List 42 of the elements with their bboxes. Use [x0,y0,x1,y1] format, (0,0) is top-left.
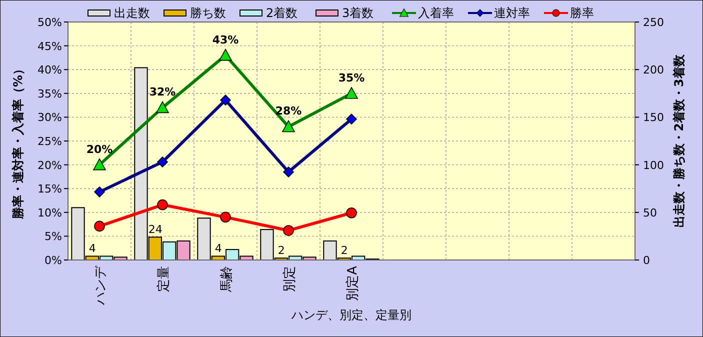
legend-label: 2着数 [266,6,298,20]
data-label: 2 [340,244,348,258]
x-axis-title: ハンデ、別定、定量別 [290,308,412,322]
x-tick-label: ハンデ [94,265,108,306]
y-tick-label: 45% [38,40,62,53]
data-label: 4 [214,242,222,256]
x-tick-label: 定量 [156,266,172,292]
y2-tick-label: 50 [643,206,657,220]
legend-label: 連対率 [494,6,530,20]
y-axis-title: 勝率・連対率・入着率（%） [11,62,25,220]
x-tick-label: 別定A [346,266,360,301]
data-label: 20% [86,142,113,156]
y2-axis-title: 出走数・勝ち数・2着数・3着数 [672,54,686,228]
y-tick-label: 20% [38,158,62,172]
data-label: 24 [148,223,162,236]
legend-label: 3着数 [342,6,374,20]
data-label: 43% [212,33,239,46]
y-tick-label: 50% [38,16,62,29]
y2-tick-label: 200 [643,64,664,77]
x-tick-label: 別定 [282,266,298,292]
legend-label: 入着率 [418,6,454,20]
legend-label: 勝率 [570,6,594,20]
y-tick-label: 30% [38,111,62,124]
y-tick-label: 10% [38,206,62,220]
y-tick-label: 40% [38,64,62,77]
y-tick-label: 25% [38,135,62,148]
y-tick-label: 0% [44,254,62,267]
legend-label: 出走数 [114,6,150,20]
y2-tick-label: 250 [643,16,664,29]
data-label: 4 [88,242,96,256]
y-tick-label: 15% [38,182,62,196]
y2-tick-label: 150 [643,111,664,124]
y2-tick-label: 0 [643,254,650,267]
legend-label: 勝ち数 [190,6,226,20]
data-label: 32% [149,86,176,99]
y2-tick-label: 100 [643,158,664,172]
data-label: 28% [275,104,302,118]
y-tick-label: 35% [38,87,62,100]
data-label: 2 [278,244,285,258]
data-label: 35% [338,71,365,84]
x-tick-label: 馬齢 [220,266,234,293]
y-tick-label: 5% [44,230,62,244]
